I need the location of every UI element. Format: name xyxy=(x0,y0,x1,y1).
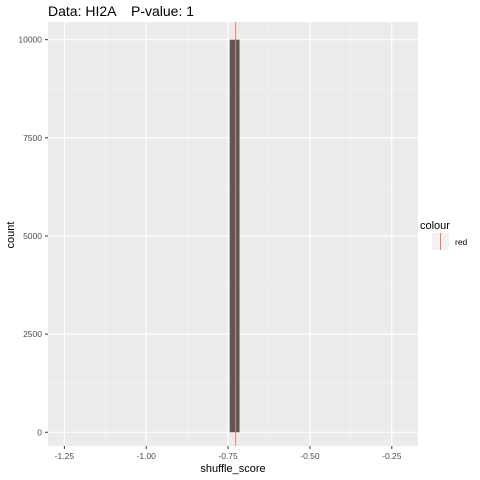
y-tick-label: 10000 xyxy=(18,35,42,45)
x-tick-label: -1.25 xyxy=(55,451,75,461)
histogram-bars xyxy=(229,39,240,433)
legend-title: colour xyxy=(420,220,450,232)
y-axis-ticks: 0 2500 5000 7500 10000 xyxy=(18,35,48,437)
y-axis-title: count xyxy=(5,222,17,249)
x-tick-label: -0.75 xyxy=(218,451,238,461)
x-axis-title: shuffle_score xyxy=(200,463,265,475)
chart-title-data: Data: HI2A xyxy=(48,3,117,19)
chart-title-pvalue: P-value: 1 xyxy=(131,3,194,19)
y-tick-label: 2500 xyxy=(23,329,42,339)
y-tick-label: 0 xyxy=(37,427,42,437)
legend: colour red xyxy=(420,220,468,250)
x-axis-ticks: -1.25 -1.00 -0.75 -0.50 -0.25 xyxy=(55,446,402,461)
x-tick-label: -1.00 xyxy=(137,451,157,461)
y-tick-label: 5000 xyxy=(23,231,42,241)
x-tick-label: -0.25 xyxy=(382,451,402,461)
y-tick-label: 7500 xyxy=(23,133,42,143)
legend-entry-label: red xyxy=(455,237,468,247)
histogram-bar xyxy=(229,39,240,433)
x-tick-label: -0.50 xyxy=(300,451,320,461)
